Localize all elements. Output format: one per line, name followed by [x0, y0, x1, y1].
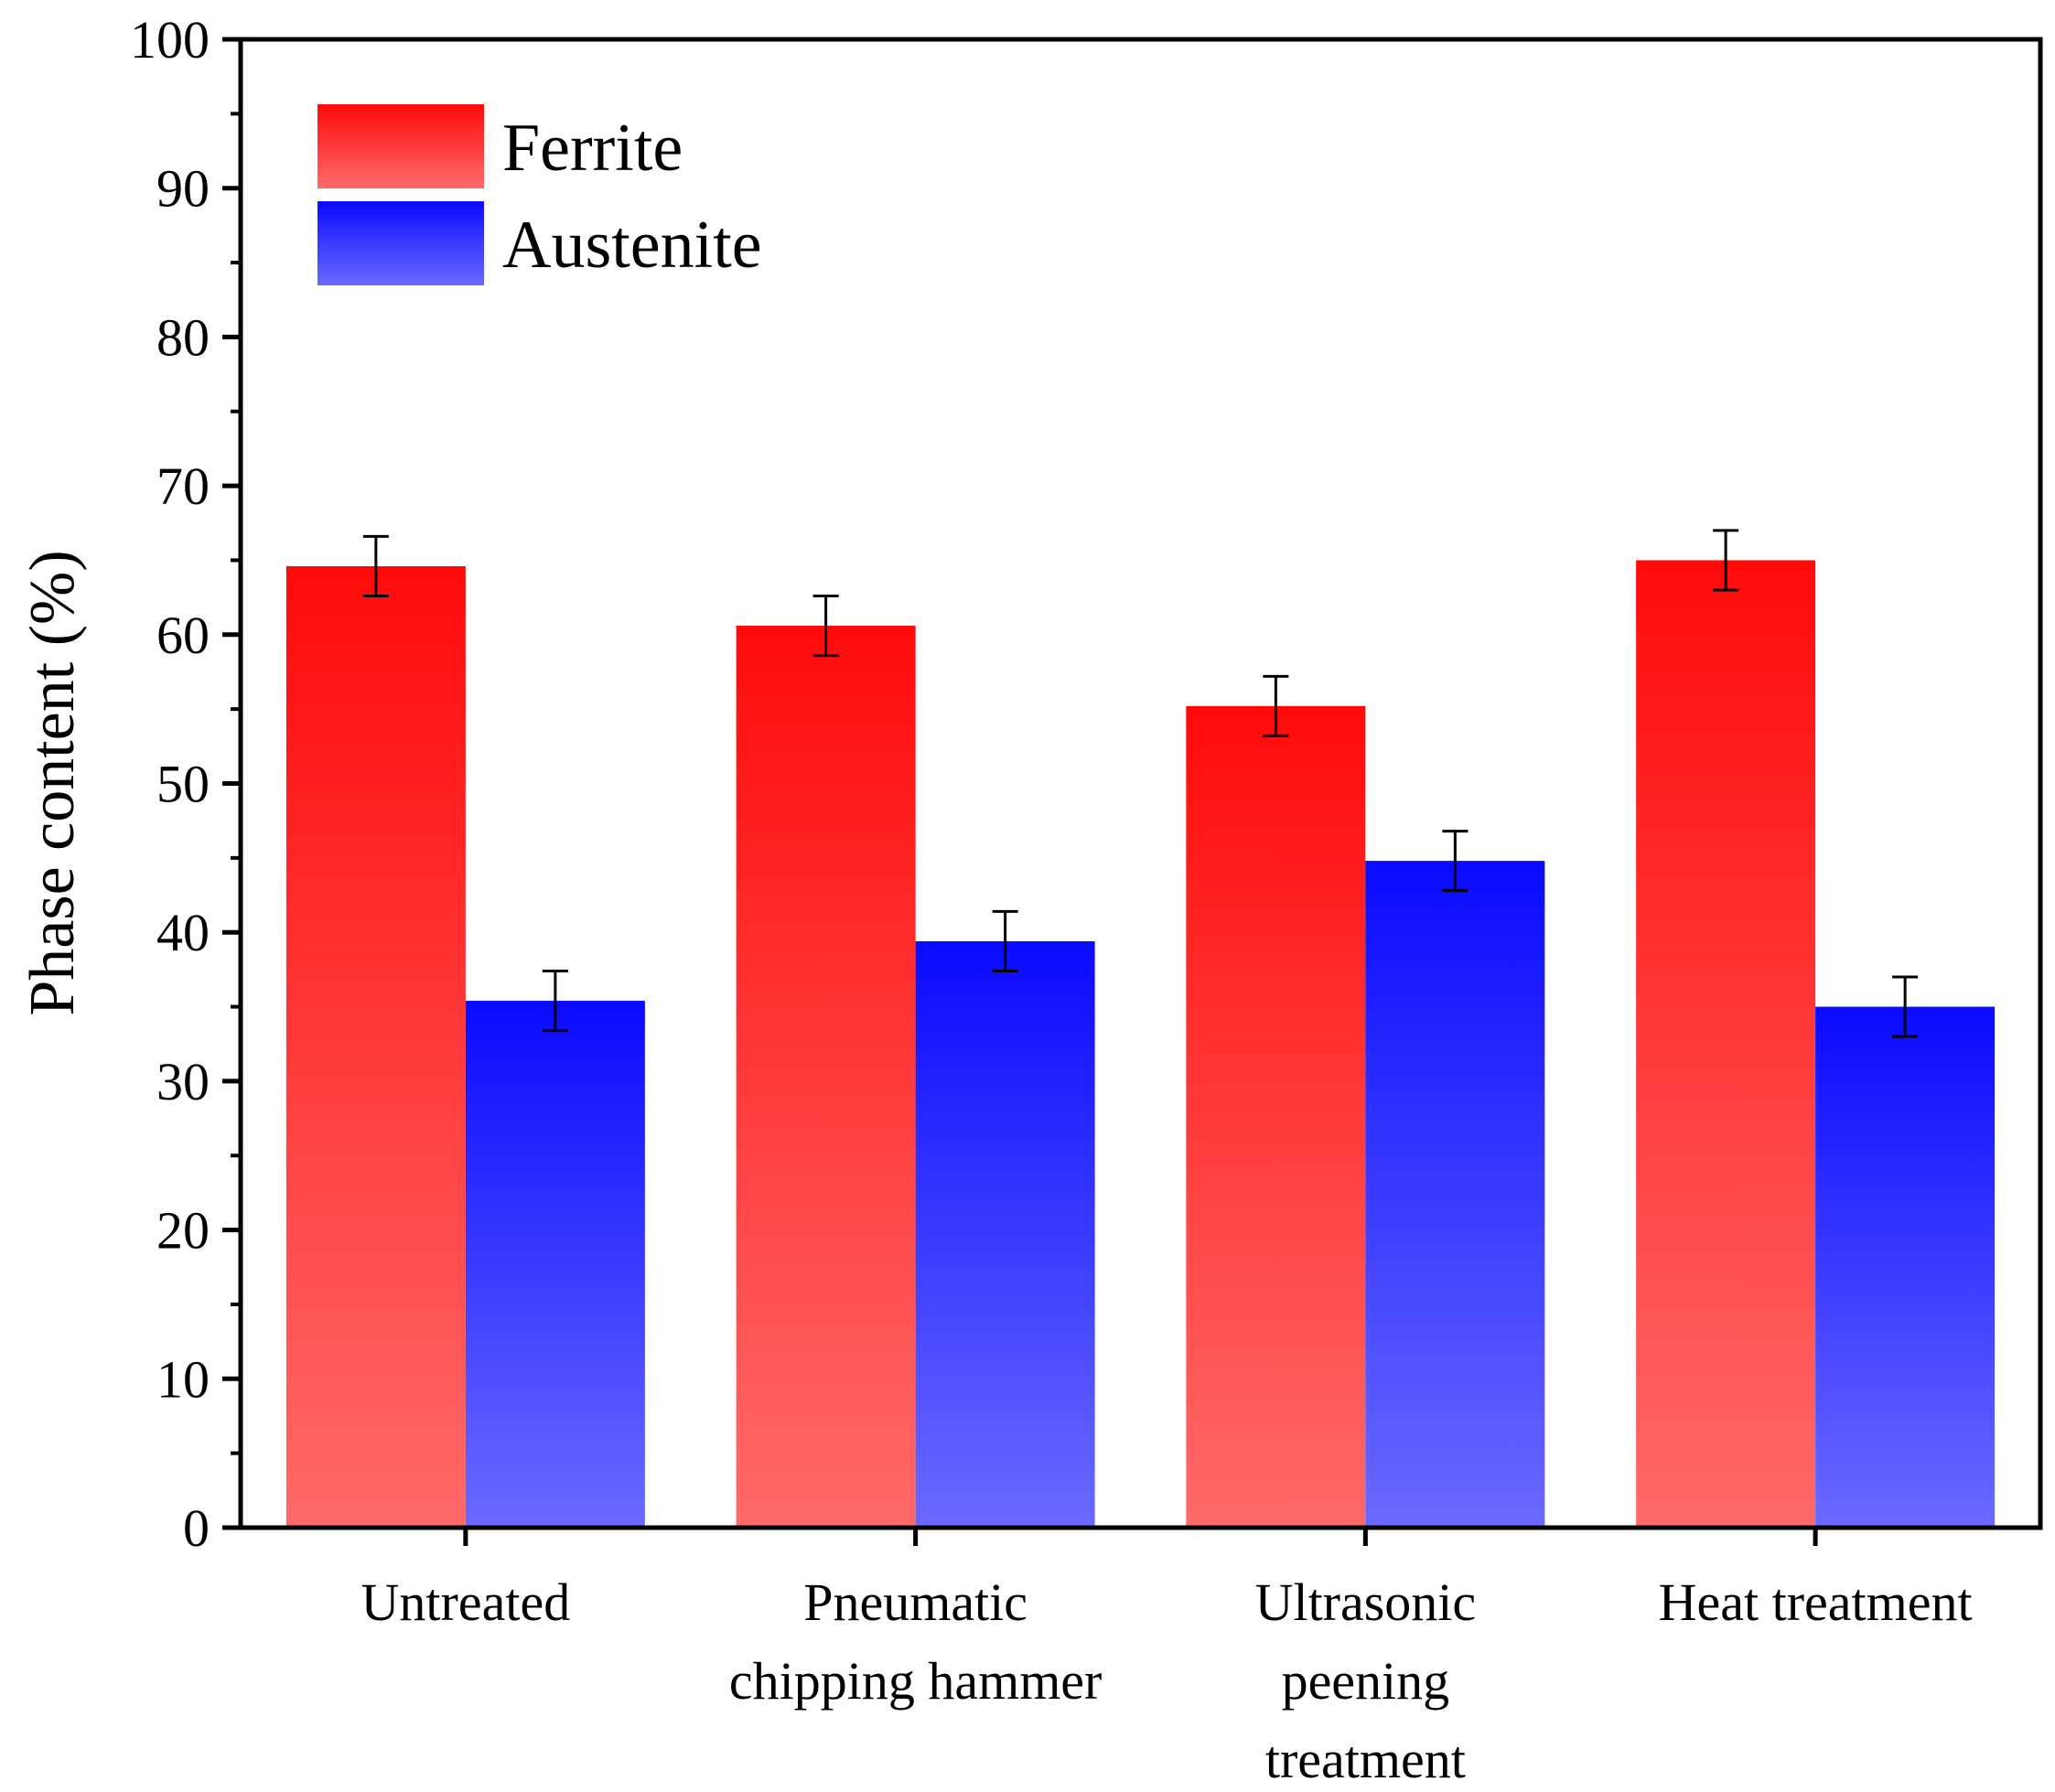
y-axis: 0 10 20 30 40 50 60 70 80 90 100 — [130, 10, 241, 1558]
error-bar-ferrite-3 — [1713, 529, 1739, 592]
error-bar-austenite-1 — [992, 909, 1018, 973]
x-axis: Untreated Pneumatic chipping hammer Ultraso… — [361, 1528, 1973, 1789]
y-tick-label: 40 — [156, 903, 210, 962]
y-tick-label: 70 — [156, 456, 210, 516]
y-tick-label: 80 — [156, 307, 210, 367]
error-bar-ferrite-0 — [362, 534, 389, 597]
y-tick-label: 10 — [156, 1349, 210, 1409]
legend: Ferrite Austenite — [317, 104, 762, 285]
legend-swatch-austenite — [317, 201, 484, 285]
y-tick-label: 60 — [156, 606, 210, 665]
y-tick-label: 100 — [130, 10, 210, 70]
bar-ferrite-1 — [736, 626, 916, 1528]
legend-swatch-ferrite — [317, 104, 484, 188]
x-category-label: Untreated — [361, 1572, 571, 1632]
bar-austenite-1 — [915, 940, 1095, 1528]
bars-layer — [285, 560, 1996, 1529]
error-bar-ferrite-1 — [812, 594, 839, 658]
x-category-label: Pneumatic chipping hammer — [729, 1572, 1103, 1711]
x-category-label: Heat treatment — [1659, 1572, 1973, 1632]
y-tick-label: 20 — [156, 1201, 210, 1261]
error-bar-austenite-2 — [1442, 830, 1469, 893]
y-tick-label: 90 — [156, 159, 210, 219]
error-bar-austenite-3 — [1892, 975, 1919, 1038]
bar-austenite-3 — [1815, 1006, 1996, 1528]
bar-austenite-2 — [1365, 861, 1545, 1528]
bar-ferrite-0 — [285, 565, 466, 1528]
legend-label-austenite: Austenite — [502, 208, 762, 283]
bar-ferrite-2 — [1186, 705, 1366, 1528]
y-tick-label: 50 — [156, 755, 210, 814]
error-bar-austenite-0 — [542, 970, 568, 1033]
error-bar-ferrite-2 — [1263, 674, 1289, 737]
y-axis-title: Phase content (%) — [17, 550, 88, 1015]
bar-austenite-0 — [465, 1001, 645, 1528]
error-bars-layer — [362, 529, 1919, 1038]
x-category-label: Ultrasonic peening treatment — [1255, 1572, 1477, 1789]
bar-ferrite-3 — [1636, 560, 1816, 1529]
y-tick-label: 30 — [156, 1052, 210, 1111]
legend-label-ferrite: Ferrite — [502, 111, 683, 186]
y-tick-label: 0 — [183, 1498, 210, 1558]
